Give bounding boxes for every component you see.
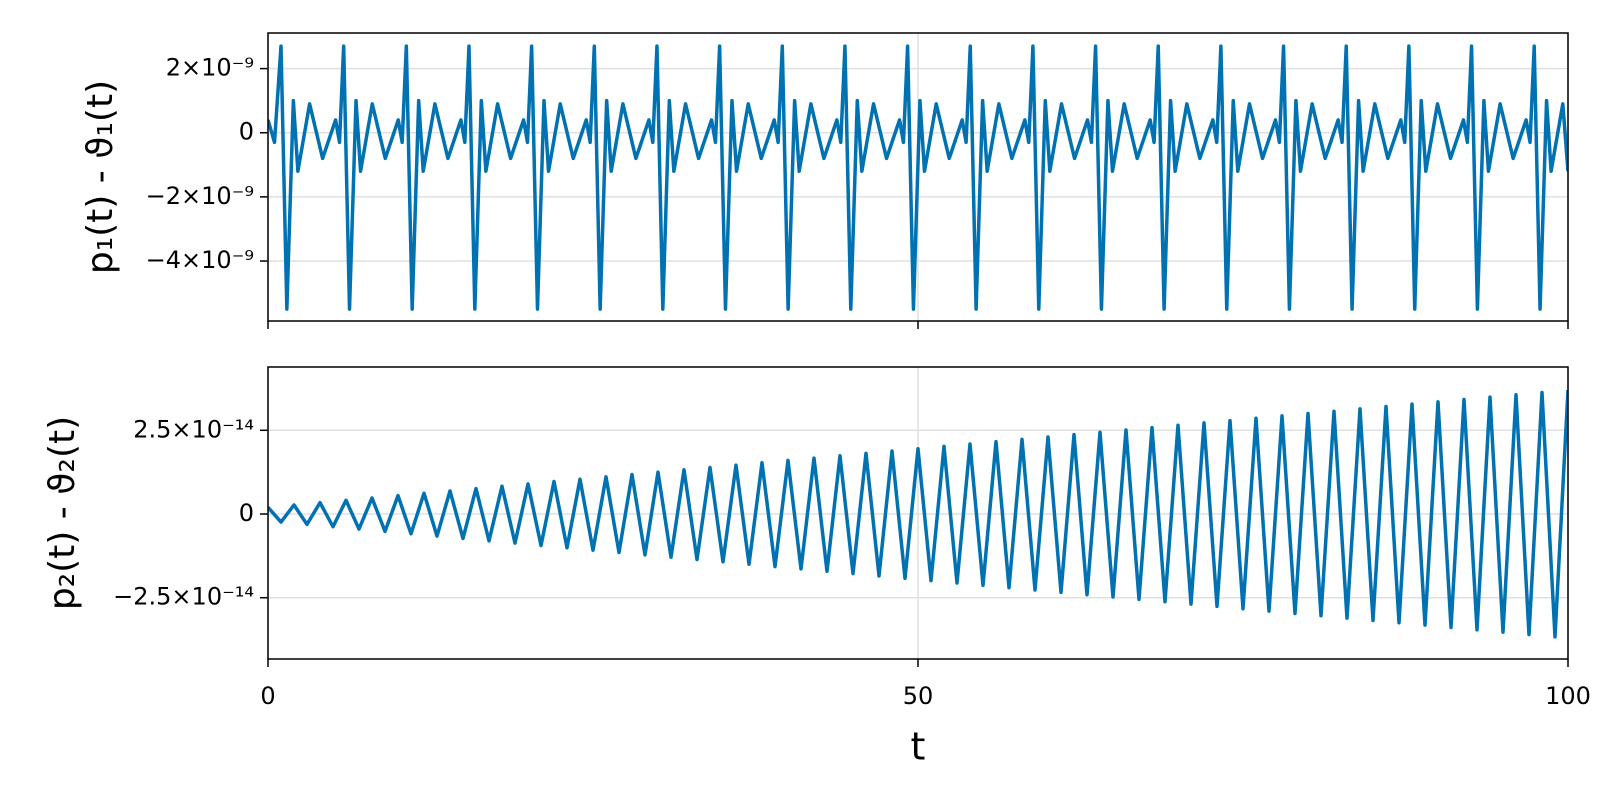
y-tick-label: 0 (239, 118, 254, 146)
plot-frame (267, 366, 1569, 660)
x-tick-label: 0 (260, 682, 275, 710)
y-tick-label: 2.5×10⁻¹⁴ (133, 415, 254, 443)
x-axis-label: t (911, 725, 926, 769)
y-axis-label: p₁(t) - ϑ₁(t) (80, 80, 121, 274)
x-tick-label: 100 (1545, 682, 1591, 710)
y-axis-label: p₂(t) - ϑ₂(t) (42, 416, 83, 610)
y-tick-label: 2×10⁻⁹ (166, 54, 254, 82)
plot-frame (267, 32, 1569, 322)
data-line (268, 44, 1568, 311)
data-line (268, 390, 1568, 639)
y-tick-label: −2×10⁻⁹ (146, 182, 254, 210)
x-tick-label: 50 (903, 682, 934, 710)
y-tick-label: −4×10⁻⁹ (146, 246, 254, 274)
y-tick-label: 0 (239, 499, 254, 527)
y-tick-label: −2.5×10⁻¹⁴ (113, 583, 254, 611)
